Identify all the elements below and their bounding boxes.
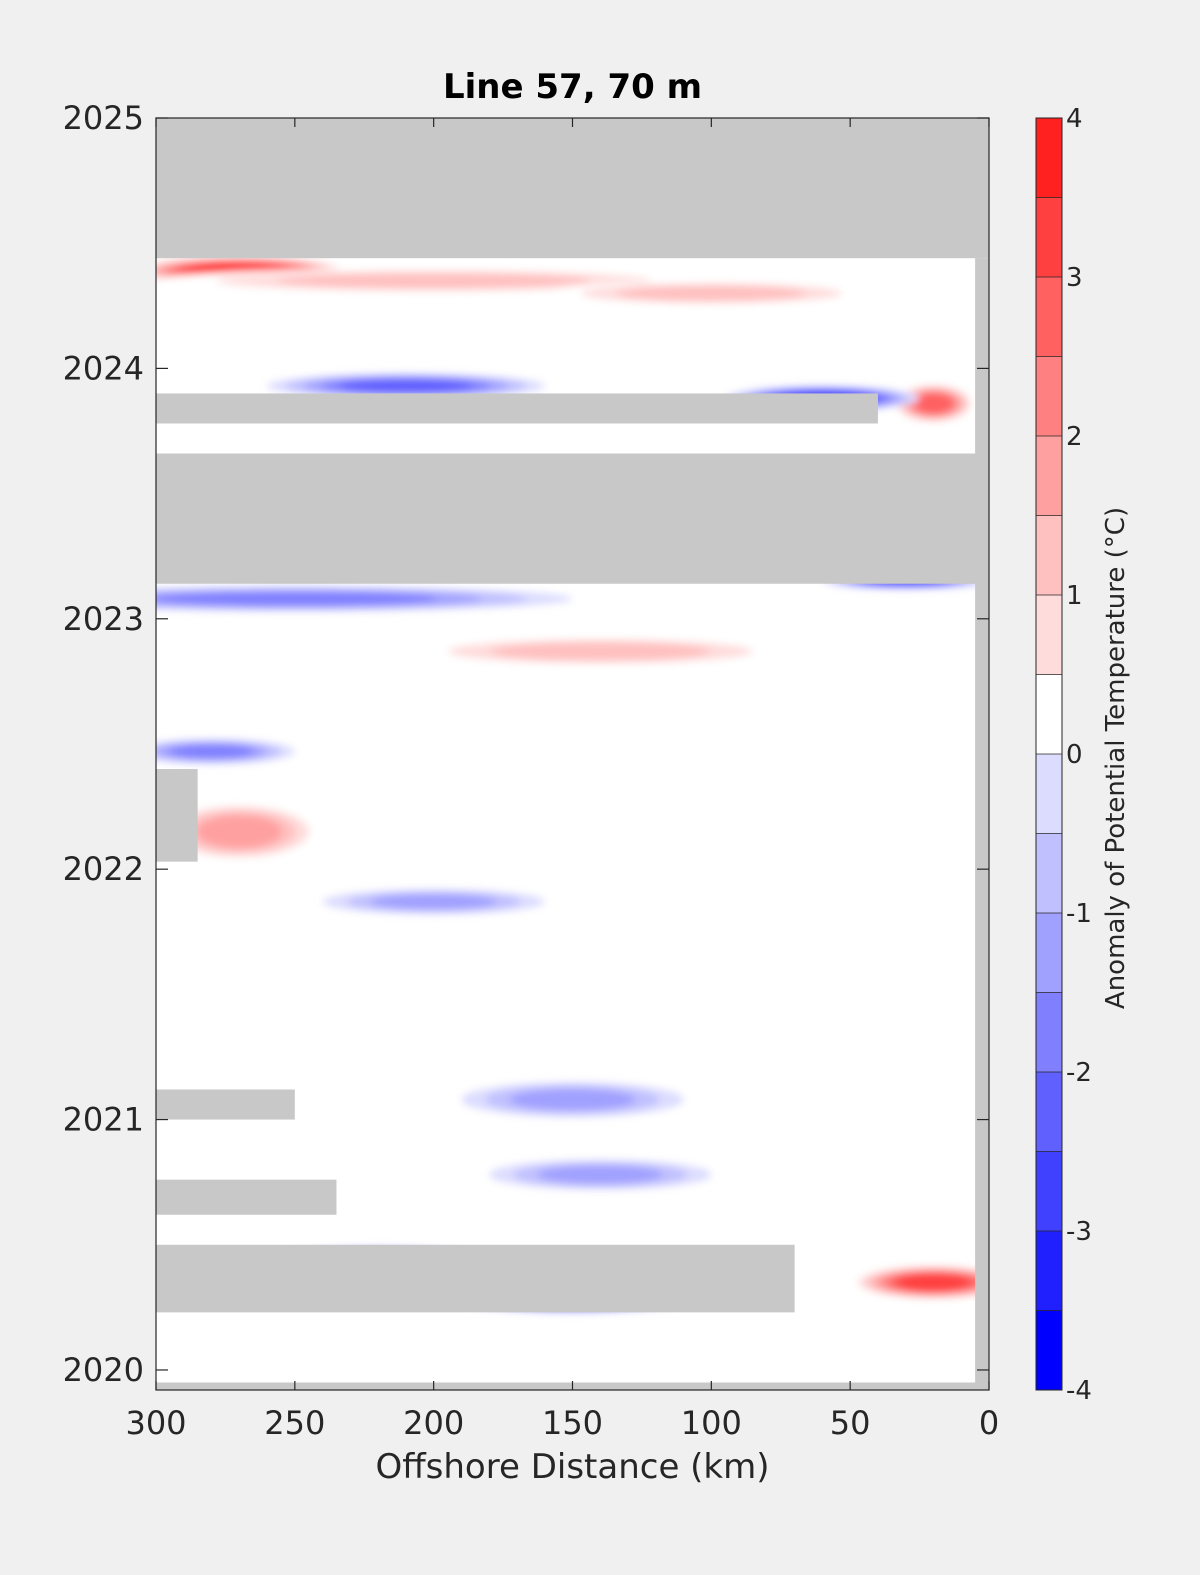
- y-tick-label: 2025: [63, 99, 144, 137]
- missing-data-band: [156, 118, 989, 259]
- colorbar-segment: [1036, 674, 1062, 754]
- x-tick-label: 250: [264, 1404, 325, 1442]
- axes: 300 250 200 150 100 50 0 2020 2021 2022 2023 2024 20…: [63, 99, 1000, 1442]
- x-tick-label: 0: [979, 1404, 999, 1442]
- colorbar-segment: [1036, 833, 1062, 913]
- anomaly-contour: [509, 1089, 636, 1111]
- missing-data-band: [156, 1179, 337, 1215]
- colorbar-tick-label: 0: [1066, 740, 1083, 770]
- missing-data-band: [156, 453, 989, 584]
- anomaly-contour: [914, 393, 953, 414]
- x-tick-label: 200: [403, 1404, 464, 1442]
- colorbar-segment: [1036, 595, 1062, 675]
- colorbar-segment: [1036, 1310, 1062, 1390]
- colorbar-segment: [1036, 1231, 1062, 1311]
- plot-area: [156, 118, 989, 1390]
- missing-data-band: [156, 1089, 295, 1120]
- colorbar-tick-label: 2: [1066, 422, 1083, 452]
- x-tick-label: 50: [830, 1404, 871, 1442]
- x-tick-label: 100: [681, 1404, 742, 1442]
- colorbar: -4 -3 -2 -1 0 1 2 3 4: [1035, 104, 1092, 1406]
- colorbar-segment: [1036, 118, 1062, 198]
- colorbar-tick-label: -4: [1066, 1376, 1092, 1406]
- colorbar-label: Anomaly of Potential Temperature (°C): [1101, 507, 1131, 1009]
- colorbar-segment: [1036, 754, 1062, 834]
- x-axis-label: Offshore Distance (km): [375, 1447, 769, 1487]
- colorbar-tick-label: 4: [1066, 104, 1083, 134]
- anomaly-contour: [896, 1273, 971, 1291]
- colorbar-segment: [1036, 277, 1062, 357]
- missing-data-band: [156, 769, 198, 862]
- colorbar-segment: [1036, 992, 1062, 1072]
- anomaly-contour: [339, 379, 473, 393]
- y-tick-label: 2022: [63, 850, 144, 888]
- colorbar-tick-label: 3: [1066, 263, 1083, 293]
- y-tick-label: 2023: [63, 600, 144, 638]
- anomaly-contour: [156, 591, 438, 606]
- colorbar-segment: [1036, 1151, 1062, 1231]
- missing-data-band: [156, 1244, 795, 1313]
- anomaly-contour: [276, 273, 592, 289]
- colorbar-tick-label: -3: [1066, 1217, 1092, 1247]
- colorbar-segment: [1036, 913, 1062, 993]
- x-tick-label: 150: [542, 1404, 603, 1442]
- colorbar-segment: [1036, 197, 1062, 277]
- colorbar-segment: [1036, 515, 1062, 595]
- anomaly-contour: [168, 744, 255, 759]
- anomaly-contour: [616, 285, 806, 301]
- colorbar-tick-label: 1: [1066, 581, 1083, 611]
- anomaly-contour: [196, 815, 282, 849]
- anomaly-contour: [490, 642, 711, 661]
- colorbar-segment: [1036, 1072, 1062, 1152]
- colorbar-tick-label: -2: [1066, 1058, 1092, 1088]
- colorbar-tick-label: -1: [1066, 899, 1092, 929]
- chart-title: Line 57, 70 m: [443, 67, 702, 107]
- missing-data-band: [975, 258, 989, 1390]
- colorbar-segment: [1036, 356, 1062, 436]
- y-tick-label: 2020: [63, 1351, 144, 1389]
- y-tick-label: 2024: [63, 349, 144, 387]
- anomaly-contour: [537, 1165, 664, 1184]
- missing-data-band: [156, 393, 878, 424]
- x-tick-label: 300: [125, 1404, 186, 1442]
- colorbar-segment: [1036, 436, 1062, 516]
- y-tick-label: 2021: [63, 1101, 144, 1139]
- anomaly-contour: [370, 894, 497, 910]
